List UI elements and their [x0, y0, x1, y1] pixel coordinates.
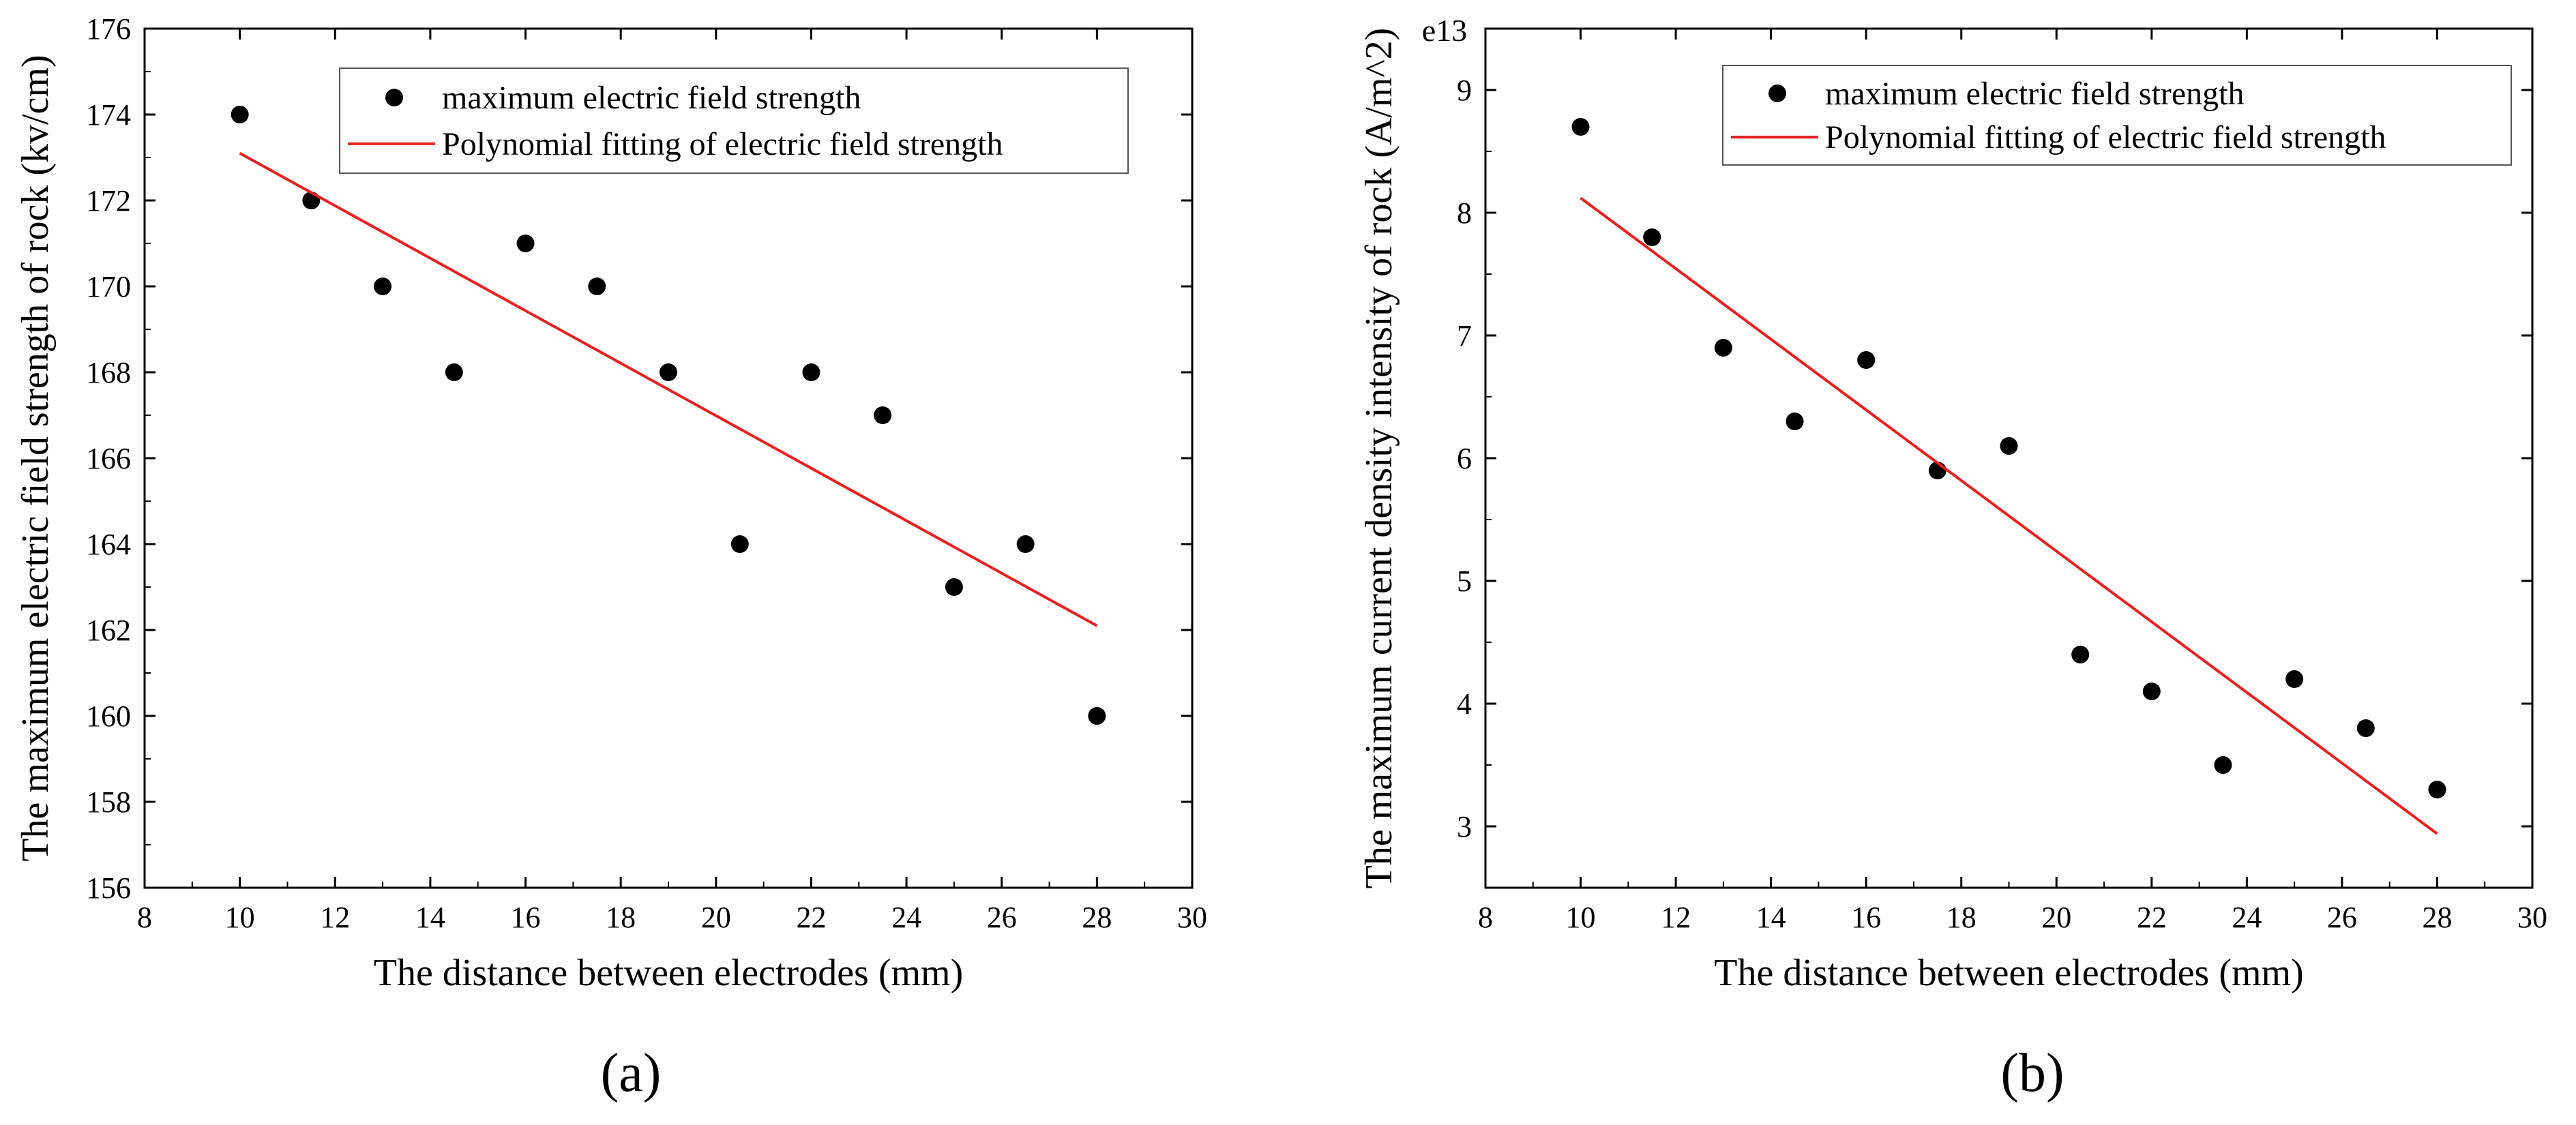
legend-label-points: maximum electric field strength	[442, 80, 861, 116]
data-point	[2142, 682, 2161, 700]
data-point	[445, 363, 463, 381]
y-tick-label: 9	[1457, 74, 1472, 107]
x-tick-label: 12	[320, 901, 350, 934]
legend-label-fit: Polynomial fitting of electric field str…	[442, 126, 1003, 162]
chart-panel-a: 8 10 12 14 16 18 20 22 24 26 28 30 156 158 160 162 164 16…	[14, 12, 1207, 1103]
data-point	[874, 406, 892, 424]
y-axis-title: The maximum current density intensity of…	[1358, 28, 1400, 889]
x-tick-label: 20	[701, 901, 731, 934]
x-tick-label: 12	[1661, 901, 1691, 934]
fit-line	[1580, 196, 2438, 835]
y-axis-exponent: e13	[1422, 13, 1467, 48]
data-point	[1714, 339, 1732, 357]
data-point	[945, 578, 963, 596]
data-point	[2285, 670, 2304, 688]
legend-marker-point	[1768, 84, 1786, 102]
data-point	[1088, 707, 1106, 725]
data-point	[2356, 719, 2375, 737]
data-point	[374, 278, 392, 295]
data-point	[2214, 756, 2232, 774]
x-tick-label: 24	[891, 901, 921, 934]
x-tick-label: 8	[1478, 901, 1493, 934]
y-tick-label: 7	[1457, 319, 1472, 352]
y-tick-label: 160	[86, 700, 131, 733]
legend-label-fit: Polynomial fitting of electric field str…	[1825, 119, 2386, 155]
panel-caption: (b)	[2000, 1043, 2064, 1103]
data-point	[2000, 437, 2018, 455]
x-tick-label: 14	[1756, 901, 1786, 934]
y-tick-label: 158	[86, 785, 131, 819]
x-tick-label: 18	[1946, 901, 1977, 934]
x-tick-label: 16	[1851, 901, 1881, 934]
y-tick-label: 168	[86, 356, 131, 389]
x-tick-label: 22	[796, 901, 826, 934]
data-point	[588, 278, 606, 295]
legend-box	[339, 68, 1129, 174]
y-tick-label: 164	[86, 528, 131, 561]
data-point	[302, 192, 321, 209]
legend-box	[1722, 65, 2512, 166]
legend: maximum electric field strength Polynomia…	[1722, 65, 2512, 166]
y-tick-label: 8	[1457, 196, 1472, 230]
data-point	[730, 535, 749, 553]
data-point	[1857, 351, 1876, 369]
data-point	[231, 106, 249, 123]
x-tick-label: 30	[2517, 901, 2547, 934]
x-tick-label: 20	[2041, 901, 2071, 934]
fit-line	[239, 151, 1098, 627]
legend: maximum electric field strength Polynomia…	[339, 68, 1129, 174]
data-point	[1643, 228, 1661, 246]
data-point	[1571, 118, 1590, 136]
x-tick-label: 10	[225, 901, 255, 934]
x-tick-label: 10	[1566, 901, 1596, 934]
data-point	[802, 363, 820, 381]
data-point	[1016, 535, 1035, 553]
x-tick-label: 26	[987, 901, 1017, 934]
x-tick-label: 8	[137, 901, 152, 934]
y-axis-title: The maximum electric field strength of r…	[14, 55, 57, 861]
data-point	[2428, 781, 2446, 798]
x-axis-title: The distance between electrodes (mm)	[374, 952, 964, 994]
panel-caption: (a)	[601, 1043, 662, 1103]
y-tick-label: 156	[86, 871, 131, 905]
data-point	[660, 363, 677, 381]
data-point	[2071, 646, 2090, 663]
legend-label-points: maximum electric field strength	[1825, 76, 2244, 112]
y-tick-label: 176	[86, 12, 131, 46]
y-tick-label: 172	[86, 184, 131, 217]
x-tick-label: 24	[2232, 901, 2262, 934]
chart-panel-b: 8 10 12 14 16 18 20 22 24 26 28 30 3 4 5 6 7 8 9 The distan…	[1358, 13, 2547, 1103]
x-tick-label: 22	[2137, 901, 2167, 934]
x-tick-label: 18	[606, 901, 636, 934]
legend-marker-point	[385, 89, 403, 107]
x-axis-title: The distance between electrodes (mm)	[1714, 952, 2304, 994]
y-tick-label: 162	[86, 614, 131, 647]
x-tick-label: 30	[1177, 901, 1207, 934]
y-tick-label: 170	[86, 270, 131, 303]
y-tick-label: 166	[86, 442, 131, 475]
y-tick-label: 174	[86, 98, 131, 132]
y-tick-label: 3	[1457, 810, 1472, 843]
x-tick-label: 16	[511, 901, 541, 934]
data-point	[516, 235, 535, 252]
y-tick-label: 6	[1457, 442, 1472, 475]
x-tick-label: 26	[2327, 901, 2357, 934]
x-tick-label: 28	[2422, 901, 2452, 934]
x-tick-label: 28	[1082, 901, 1112, 934]
y-tick-label: 5	[1457, 565, 1472, 598]
data-point	[1786, 412, 1804, 430]
y-tick-label: 4	[1457, 687, 1472, 721]
x-tick-label: 14	[415, 901, 445, 934]
